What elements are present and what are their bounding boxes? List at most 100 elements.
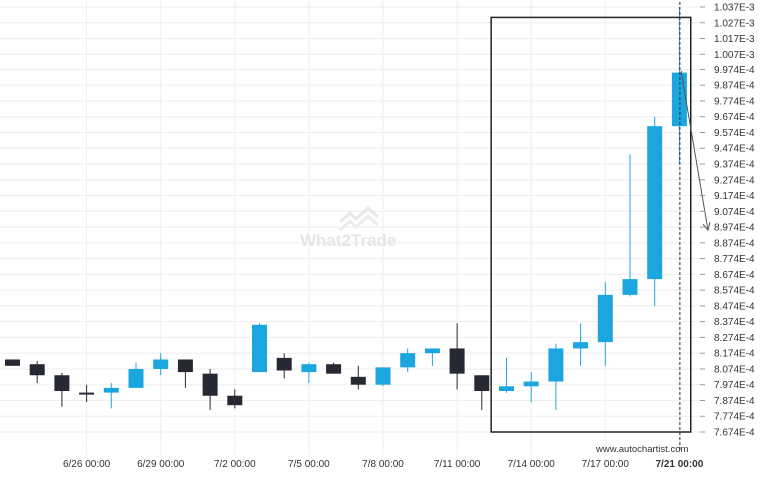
y-tick-label: 8.374E-4 bbox=[714, 317, 755, 328]
pattern-highlight-box bbox=[490, 16, 692, 433]
candle-body bbox=[177, 359, 193, 373]
y-tick-label: 8.974E-4 bbox=[714, 223, 755, 234]
candle-body bbox=[548, 348, 564, 382]
candle-body bbox=[79, 392, 95, 395]
y-tick-label: 8.174E-4 bbox=[714, 349, 755, 360]
candle-body bbox=[227, 395, 243, 406]
candle bbox=[350, 365, 366, 390]
y-tick-label: 8.074E-4 bbox=[714, 364, 755, 375]
y-tick-label: 9.674E-4 bbox=[714, 112, 755, 123]
candle-body bbox=[523, 381, 539, 387]
candle bbox=[227, 389, 243, 409]
x-tick-label: 7/21 00:00 bbox=[655, 459, 703, 470]
watermark: What2Trade bbox=[300, 205, 396, 250]
candle-body bbox=[252, 324, 267, 373]
candle bbox=[177, 359, 193, 388]
y-tick-label: 1.027E-3 bbox=[714, 18, 755, 29]
candle bbox=[276, 353, 292, 379]
y-tick-label: 8.774E-4 bbox=[714, 254, 755, 265]
y-tick-label: 9.474E-4 bbox=[714, 144, 755, 155]
candle-body bbox=[5, 359, 20, 366]
y-tick-label: 7.674E-4 bbox=[714, 428, 755, 439]
candle-body bbox=[54, 375, 70, 392]
candle-body bbox=[474, 375, 490, 392]
y-tick-label: 8.874E-4 bbox=[714, 238, 755, 249]
y-tick-label: 9.074E-4 bbox=[714, 207, 755, 218]
candle bbox=[153, 353, 169, 376]
x-tick-label: 7/8 00:00 bbox=[362, 459, 404, 470]
x-axis: 6/26 00:00 6/29 00:00 7/2 00:00 7/5 00:00 7/… bbox=[63, 459, 704, 470]
candle-body bbox=[375, 367, 391, 385]
candle-body bbox=[400, 353, 416, 368]
y-tick-label: 7.874E-4 bbox=[714, 396, 755, 407]
candles bbox=[5, 7, 687, 410]
x-tick-label: 6/29 00:00 bbox=[137, 459, 185, 470]
y-tick-label: 9.174E-4 bbox=[714, 191, 755, 202]
candle bbox=[301, 362, 317, 384]
candle bbox=[548, 343, 564, 410]
watermark-logo-icon bbox=[338, 205, 380, 232]
candle bbox=[400, 348, 416, 373]
y-tick-label: 1.007E-3 bbox=[714, 50, 755, 61]
y-tick-label: 9.874E-4 bbox=[714, 81, 755, 92]
x-tick-label: 7/5 00:00 bbox=[288, 459, 330, 470]
candle-body bbox=[350, 376, 366, 385]
candle-body bbox=[647, 126, 663, 280]
candle bbox=[202, 368, 218, 410]
x-tick-label: 7/2 00:00 bbox=[214, 459, 256, 470]
candle-body bbox=[326, 364, 342, 374]
x-tick-label: 7/17 00:00 bbox=[582, 459, 630, 470]
y-tick-label: 8.674E-4 bbox=[714, 270, 755, 281]
y-tick-label: 9.774E-4 bbox=[714, 96, 755, 107]
candle-body bbox=[202, 373, 218, 396]
candle bbox=[326, 362, 342, 374]
candle-body bbox=[128, 368, 144, 388]
candle bbox=[573, 323, 589, 366]
candle-body bbox=[622, 279, 638, 295]
candle-body bbox=[276, 357, 292, 371]
watermark-text: What2Trade bbox=[300, 231, 396, 250]
candle bbox=[647, 116, 663, 306]
candle bbox=[103, 383, 119, 409]
pattern-overlay bbox=[490, 2, 711, 450]
candle bbox=[474, 375, 490, 410]
candle-body bbox=[153, 359, 169, 369]
candle bbox=[622, 154, 638, 297]
candle bbox=[499, 357, 514, 393]
x-tick-label: 7/14 00:00 bbox=[508, 459, 556, 470]
candle bbox=[54, 372, 70, 407]
candle bbox=[29, 361, 45, 384]
candle-body bbox=[29, 364, 45, 376]
source-label: www.autochartist.com bbox=[595, 444, 688, 455]
candle bbox=[449, 323, 465, 390]
candle bbox=[375, 367, 391, 387]
candle-body bbox=[301, 364, 317, 373]
candle bbox=[252, 323, 267, 373]
candle bbox=[597, 282, 613, 366]
y-axis: 1.037E-3 1.027E-3 1.017E-3 1.007E-3 9.974E-4… bbox=[700, 3, 755, 439]
y-tick-label: 1.017E-3 bbox=[714, 34, 755, 45]
candle-body bbox=[499, 386, 514, 392]
projection-arrow-line bbox=[680, 70, 709, 231]
candle bbox=[523, 372, 539, 403]
y-tick-label: 9.974E-4 bbox=[714, 65, 755, 76]
candle bbox=[671, 7, 687, 165]
candle-body bbox=[449, 348, 465, 374]
y-tick-label: 9.574E-4 bbox=[714, 128, 755, 139]
x-tick-label: 7/11 00:00 bbox=[434, 459, 481, 470]
candle bbox=[424, 348, 440, 366]
y-tick-label: 8.474E-4 bbox=[714, 301, 755, 312]
candle-body bbox=[597, 294, 613, 343]
candle bbox=[5, 359, 20, 366]
candle bbox=[79, 384, 95, 403]
y-tick-label: 8.574E-4 bbox=[714, 286, 755, 297]
candle-body bbox=[424, 348, 440, 354]
y-tick-label: 7.774E-4 bbox=[714, 412, 755, 423]
y-tick-label: 8.274E-4 bbox=[714, 333, 755, 344]
y-tick-label: 7.974E-4 bbox=[714, 380, 755, 391]
candle bbox=[128, 362, 144, 388]
grid-lines bbox=[0, 0, 700, 455]
projection-arrow-head-icon bbox=[702, 222, 711, 232]
